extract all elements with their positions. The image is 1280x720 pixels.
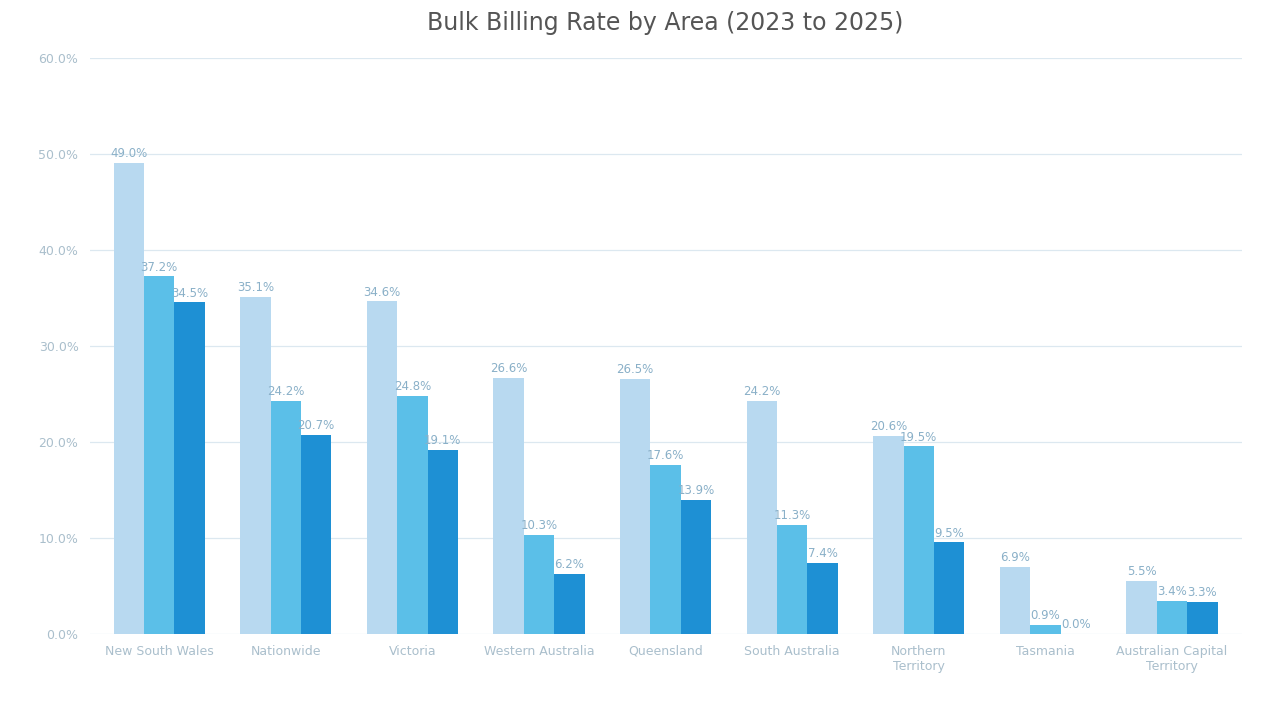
Bar [904,446,934,634]
Bar [650,464,681,634]
Bar [174,302,205,634]
Text: 19.1%: 19.1% [424,434,462,447]
Bar [367,302,397,634]
Bar [681,500,712,634]
Bar [428,450,458,634]
Text: 20.6%: 20.6% [870,420,908,433]
Text: 26.5%: 26.5% [617,364,654,377]
Bar [873,436,904,634]
Text: 6.2%: 6.2% [554,558,585,571]
Text: 49.0%: 49.0% [110,148,147,161]
Bar [270,401,301,634]
Bar [554,574,585,634]
Title: Bulk Billing Rate by Area (2023 to 2025): Bulk Billing Rate by Area (2023 to 2025) [428,11,904,35]
Bar [397,395,428,634]
Text: 5.5%: 5.5% [1126,565,1156,578]
Bar [1187,602,1217,634]
Bar [620,379,650,634]
Text: 17.6%: 17.6% [646,449,685,462]
Text: 11.3%: 11.3% [773,509,810,522]
Bar [1000,567,1030,634]
Text: 7.4%: 7.4% [808,546,837,559]
Bar [145,276,174,634]
Text: 34.6%: 34.6% [364,286,401,299]
Bar [493,378,524,634]
Text: 0.0%: 0.0% [1061,618,1091,631]
Text: 34.5%: 34.5% [172,287,209,300]
Text: 20.7%: 20.7% [297,419,335,432]
Bar [241,297,270,634]
Text: 9.5%: 9.5% [934,526,964,539]
Bar [1126,581,1157,634]
Bar [1030,625,1061,634]
Text: 26.6%: 26.6% [490,362,527,375]
Bar [746,401,777,634]
Text: 24.2%: 24.2% [744,385,781,398]
Bar [301,435,332,634]
Bar [934,542,964,634]
Bar [524,535,554,634]
Text: 0.9%: 0.9% [1030,609,1060,622]
Text: 24.2%: 24.2% [268,385,305,398]
Bar [1157,601,1187,634]
Text: 3.4%: 3.4% [1157,585,1187,598]
Text: 37.2%: 37.2% [141,261,178,274]
Text: 13.9%: 13.9% [677,485,714,498]
Text: 19.5%: 19.5% [900,431,937,444]
Text: 6.9%: 6.9% [1000,552,1030,564]
Bar [777,525,808,634]
Bar [114,163,145,634]
Text: 24.8%: 24.8% [394,379,431,392]
Text: 10.3%: 10.3% [521,519,558,532]
Text: 35.1%: 35.1% [237,281,274,294]
Text: 3.3%: 3.3% [1188,586,1217,599]
Bar [808,562,838,634]
